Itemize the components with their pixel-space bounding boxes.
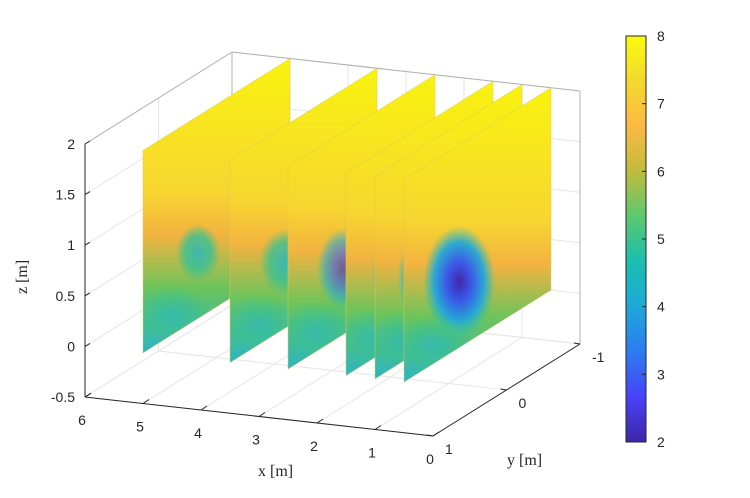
lower-band-zone — [230, 296, 300, 353]
y-tick-label: -1 — [592, 349, 605, 365]
z-tick-label: 0.5 — [56, 288, 76, 304]
x-tick-label: 0 — [426, 451, 434, 467]
z-tick-mark — [84, 241, 91, 246]
x-tick-label: 4 — [194, 425, 202, 441]
y-tick-mark — [500, 388, 507, 391]
z-tick-label: 2 — [67, 136, 75, 152]
z-axis-label: z [m] — [14, 260, 31, 294]
z-tick-label: 1 — [67, 237, 75, 253]
x-tick-mark — [258, 412, 266, 417]
x-axis-label: x [m] — [258, 463, 293, 480]
colorbar-tick-label: 2 — [657, 434, 665, 450]
x-tick-label: 2 — [310, 438, 318, 454]
x-tick-mark — [142, 399, 150, 404]
x-tick-label: 5 — [136, 419, 144, 435]
colorbar: 8 7 6 5 4 3 2 — [625, 28, 665, 450]
colorbar-tick-label: 5 — [657, 231, 665, 247]
y-tick-mark — [426, 434, 434, 437]
low-value-zone — [423, 225, 496, 338]
x-tick-mark — [374, 425, 382, 430]
colorbar-tick-label: 8 — [657, 28, 665, 44]
y-tick-label: 0 — [519, 395, 527, 411]
colorbar-tick-label: 7 — [657, 96, 665, 112]
z-tick-mark — [84, 140, 91, 145]
x-tick-label: 3 — [252, 432, 260, 448]
y-tick-label: 1 — [445, 441, 453, 457]
colorbar-tick-label: 6 — [657, 163, 665, 179]
z-tick-label: -0.5 — [51, 389, 75, 405]
axis-labels: x [m] y [m] z [m] — [14, 260, 542, 480]
z-tick-label: 0 — [67, 338, 75, 354]
lower-band-zone — [143, 286, 213, 343]
z-tick-mark — [84, 342, 91, 347]
y-tick-mark — [573, 342, 581, 345]
z-tick-mark — [84, 292, 91, 297]
slice-plane — [403, 87, 552, 383]
x-tick-label: 1 — [368, 445, 376, 461]
lower-band-zone — [288, 302, 358, 359]
x-tick-mark — [316, 418, 324, 424]
colorbar-tick-label: 4 — [657, 299, 665, 315]
x-tick-mark — [200, 405, 208, 411]
y-axis-label: y [m] — [507, 452, 542, 469]
x-tick-mark — [84, 392, 92, 398]
z-tick-mark — [84, 191, 91, 196]
colorbar-tick-label: 3 — [657, 366, 665, 382]
slice-edge — [403, 87, 552, 383]
lower-band-zone — [404, 315, 474, 372]
slice-features — [143, 224, 221, 343]
z-tick-label: 1.5 — [56, 187, 76, 203]
axes-ticks: 21.510.50-0.56 5 4 3 2 1 0-101 — [51, 136, 605, 467]
box-edge — [84, 51, 233, 145]
x-tick-label: 6 — [78, 412, 86, 428]
mid-value-zone — [176, 224, 221, 282]
